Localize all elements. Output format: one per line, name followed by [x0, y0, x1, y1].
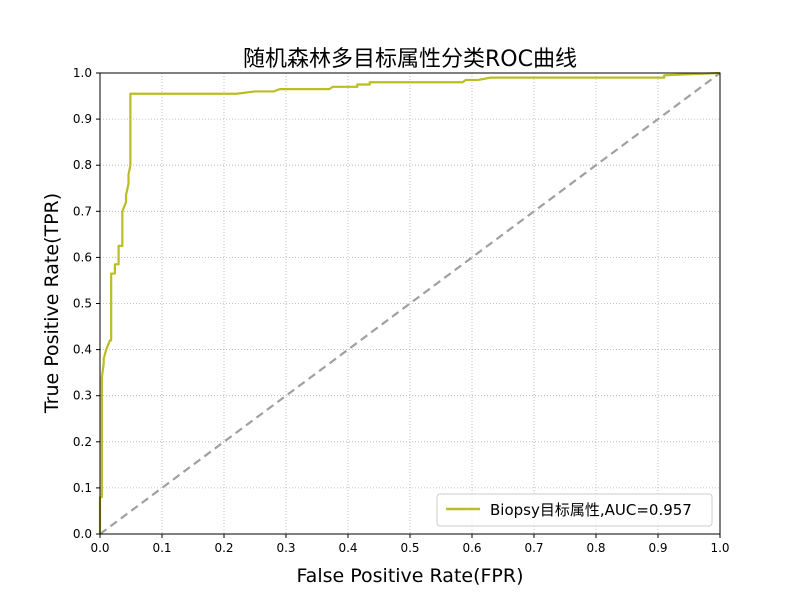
x-tick-label: 0.0 — [90, 541, 109, 555]
y-axis-label: True Positive Rate(TPR) — [41, 193, 63, 414]
series-layer — [98, 71, 721, 535]
reference-diagonal-line — [99, 72, 721, 535]
x-axis-label: False Positive Rate(FPR) — [297, 565, 524, 587]
x-tick-label: 0.4 — [338, 541, 357, 555]
x-tick-label: 1.0 — [710, 541, 729, 555]
roc-curve-line — [98, 71, 721, 534]
y-tick-label: 0.1 — [73, 481, 92, 495]
y-tick-label: 0.2 — [73, 435, 92, 449]
legend-box — [436, 493, 713, 527]
y-tick-label: 0.0 — [73, 527, 92, 541]
y-tick-label: 0.9 — [73, 112, 92, 126]
y-tick-label: 0.5 — [73, 297, 92, 311]
x-tick-label: 0.7 — [524, 541, 543, 555]
x-tick-label: 0.5 — [400, 541, 419, 555]
y-tick-label: 0.6 — [73, 250, 92, 264]
y-tick-label: 0.3 — [73, 389, 92, 403]
x-tick-label: 0.2 — [214, 541, 233, 555]
x-tick-label: 0.9 — [648, 541, 667, 555]
x-tick-label: 0.8 — [586, 541, 605, 555]
y-tick-label: 0.4 — [73, 343, 92, 357]
x-axis-ticks: 0.0 0.1 0.2 0.3 0.4 0.5 0.6 0.7 0.8 0.9 1.0 — [90, 534, 730, 555]
x-tick-label: 0.6 — [462, 541, 481, 555]
grid — [99, 72, 721, 535]
legend-entry-label: Biopsy目标属性,AUC=0.957 — [490, 501, 692, 519]
y-tick-label: 0.8 — [73, 158, 92, 172]
chart-title: 随机森林多目标属性分类ROC曲线 — [243, 47, 577, 72]
y-axis-ticks: 0.0 0.1 0.2 0.3 0.4 0.5 0.6 0.7 0.8 0.9 1.0 — [73, 66, 100, 541]
legend: Biopsy目标属性,AUC=0.957 — [436, 493, 713, 527]
y-tick-label: 0.7 — [73, 204, 92, 218]
y-tick-label: 1.0 — [73, 66, 92, 80]
x-tick-label: 0.1 — [152, 541, 171, 555]
x-tick-label: 0.3 — [276, 541, 295, 555]
